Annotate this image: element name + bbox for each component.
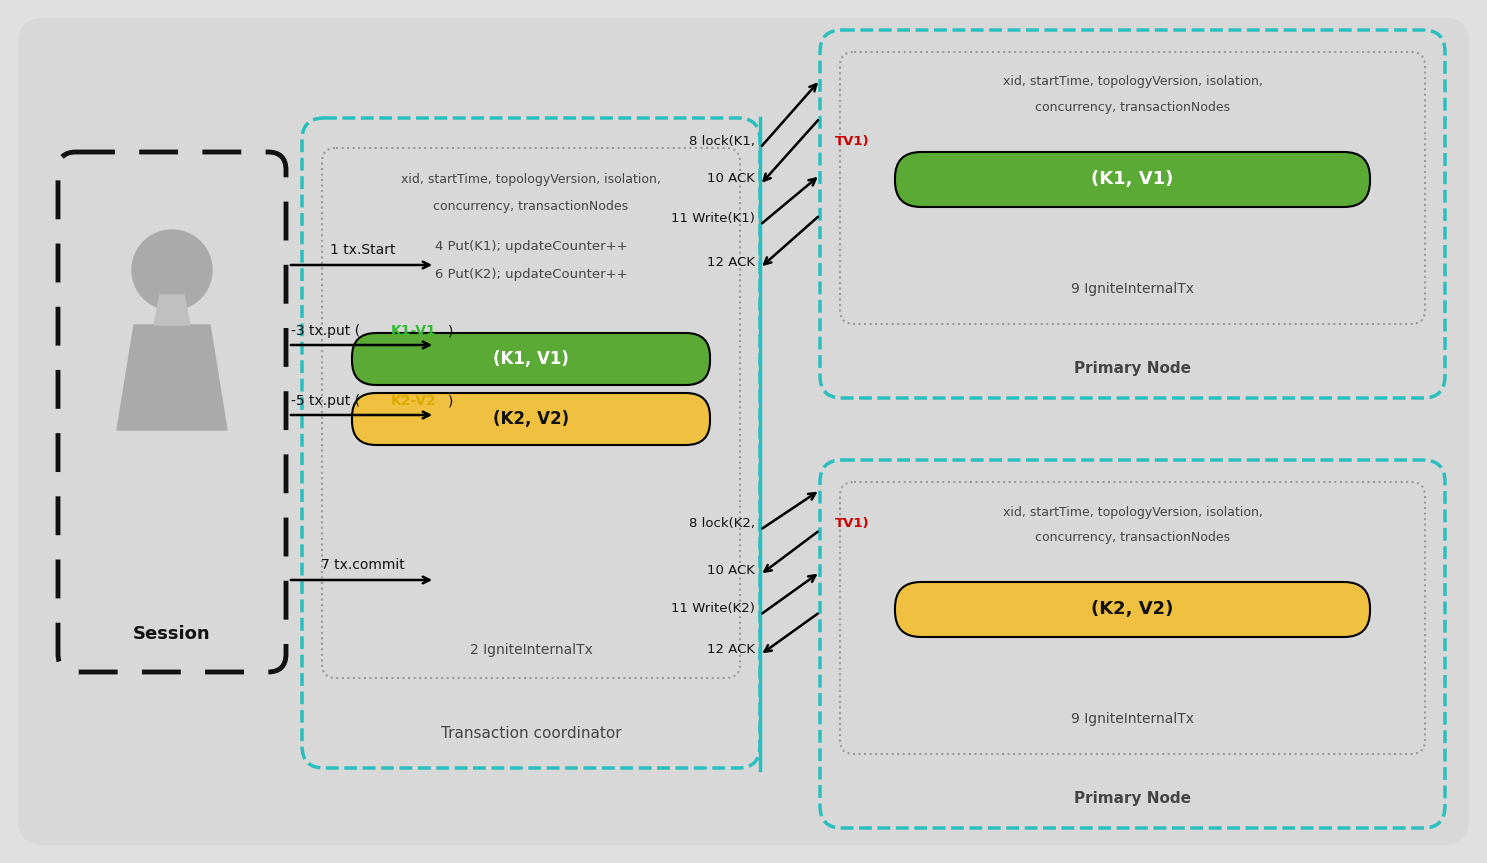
- Text: 10 ACK: 10 ACK: [708, 564, 755, 576]
- Text: 6 Put(K2); updateCounter++: 6 Put(K2); updateCounter++: [434, 268, 628, 280]
- Text: TV1): TV1): [836, 135, 870, 148]
- FancyBboxPatch shape: [352, 333, 709, 385]
- Text: 2 IgniteInternalTx: 2 IgniteInternalTx: [470, 643, 592, 657]
- FancyBboxPatch shape: [352, 393, 709, 445]
- Text: (K2, V2): (K2, V2): [492, 410, 570, 428]
- Text: 9 IgniteInternalTx: 9 IgniteInternalTx: [1071, 712, 1194, 726]
- Text: 12 ACK: 12 ACK: [706, 642, 755, 656]
- Text: K2-V2: K2-V2: [391, 394, 437, 408]
- Text: xid, startTime, topologyVersion, isolation,: xid, startTime, topologyVersion, isolati…: [401, 173, 660, 186]
- Text: xid, startTime, topologyVersion, isolation,: xid, startTime, topologyVersion, isolati…: [1002, 75, 1262, 89]
- Text: TV1): TV1): [836, 516, 870, 530]
- Text: (K1, V1): (K1, V1): [1091, 170, 1173, 188]
- Text: (K1, V1): (K1, V1): [494, 350, 570, 368]
- Polygon shape: [117, 325, 228, 430]
- Text: Transaction coordinator: Transaction coordinator: [440, 726, 622, 740]
- Text: concurrency, transactionNodes: concurrency, transactionNodes: [433, 199, 629, 212]
- FancyBboxPatch shape: [895, 582, 1370, 637]
- Text: 1 tx.Start: 1 tx.Start: [330, 243, 396, 257]
- Text: 10 ACK: 10 ACK: [708, 172, 755, 185]
- Text: concurrency, transactionNodes: concurrency, transactionNodes: [1035, 100, 1230, 114]
- Polygon shape: [155, 295, 190, 325]
- FancyBboxPatch shape: [18, 18, 1469, 845]
- Text: xid, startTime, topologyVersion, isolation,: xid, startTime, topologyVersion, isolati…: [1002, 506, 1262, 519]
- FancyBboxPatch shape: [895, 152, 1370, 207]
- Text: 11 Write(K1): 11 Write(K1): [671, 211, 755, 224]
- Text: (K2, V2): (K2, V2): [1091, 600, 1173, 618]
- Text: ): ): [448, 324, 454, 338]
- Text: 7 tx.commit: 7 tx.commit: [321, 558, 404, 572]
- Text: 8 lock(K1,: 8 lock(K1,: [688, 135, 755, 148]
- Text: Primary Node: Primary Node: [1074, 791, 1191, 805]
- Text: Session: Session: [134, 625, 211, 643]
- Text: 11 Write(K2): 11 Write(K2): [671, 602, 755, 614]
- Text: Primary Node: Primary Node: [1074, 361, 1191, 375]
- Text: 9 IgniteInternalTx: 9 IgniteInternalTx: [1071, 282, 1194, 296]
- Text: -5 tx.put (: -5 tx.put (: [291, 394, 360, 408]
- Circle shape: [132, 230, 213, 310]
- Text: 4 Put(K1); updateCounter++: 4 Put(K1); updateCounter++: [434, 240, 628, 253]
- Text: K1-V1: K1-V1: [391, 324, 437, 338]
- Text: 12 ACK: 12 ACK: [706, 255, 755, 268]
- Text: 8 lock(K2,: 8 lock(K2,: [688, 516, 755, 530]
- Text: -3 tx.put (: -3 tx.put (: [291, 324, 360, 338]
- Text: concurrency, transactionNodes: concurrency, transactionNodes: [1035, 531, 1230, 544]
- Text: ): ): [448, 394, 454, 408]
